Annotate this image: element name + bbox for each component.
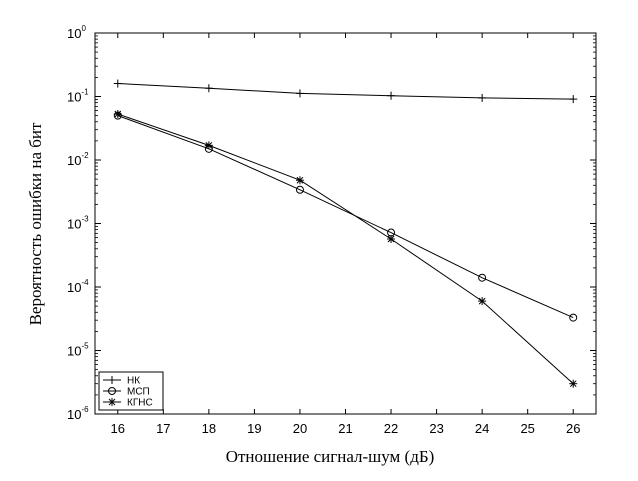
- y-tick-label: 10-3: [67, 215, 89, 232]
- x-tick-label: 25: [520, 421, 534, 436]
- data-point: [569, 95, 578, 104]
- y-tick-label: 10-2: [67, 151, 89, 168]
- y-tick-base: 10: [67, 407, 81, 422]
- y-tick-label: 10-4: [67, 278, 89, 295]
- y-tick-exponent: 0: [81, 24, 86, 33]
- data-point: [478, 93, 487, 102]
- legend-label: НК: [127, 376, 140, 387]
- y-tick-base: 10: [67, 344, 81, 359]
- series-line: [117, 115, 574, 319]
- series-1: [113, 79, 578, 104]
- data-point: [569, 379, 578, 388]
- y-tick-exponent: -2: [81, 151, 89, 160]
- legend-label: МСП: [127, 387, 150, 398]
- x-tick-label: 19: [247, 421, 261, 436]
- y-tick-label: 10-5: [67, 342, 89, 359]
- x-tick-label: 22: [384, 421, 398, 436]
- y-tick-base: 10: [67, 217, 81, 232]
- series-3: [113, 110, 578, 388]
- x-tick-label: 21: [338, 421, 352, 436]
- x-tick-label: 24: [475, 421, 489, 436]
- x-tick-label: 23: [429, 421, 443, 436]
- x-tick-label: 16: [111, 421, 125, 436]
- y-tick-label: 10-1: [67, 88, 89, 105]
- legend-item: МСП: [103, 387, 150, 398]
- x-tick-label: 17: [156, 421, 170, 436]
- y-tick-exponent: -1: [81, 88, 89, 97]
- series-line: [117, 83, 574, 100]
- data-point: [204, 141, 213, 150]
- legend-item: НК: [103, 376, 140, 387]
- data-point: [295, 176, 304, 185]
- y-tick-base: 10: [67, 280, 81, 295]
- y-axis-title: Вероятность ошибки на бит: [26, 122, 45, 325]
- x-tick-label: 18: [202, 421, 216, 436]
- y-tick-exponent: -4: [81, 278, 89, 287]
- x-axis-title: Отношение сигнал-шум (дБ): [226, 447, 435, 466]
- data-point: [295, 89, 304, 98]
- y-tick-label: 10-6: [67, 405, 89, 422]
- data-point: [113, 79, 122, 88]
- legend-label: КГНС: [127, 398, 153, 409]
- y-tick-label: 100: [67, 24, 86, 41]
- y-tick-base: 10: [67, 26, 81, 41]
- series-line: [117, 113, 574, 385]
- data-point: [204, 84, 213, 93]
- y-tick-exponent: -3: [81, 215, 89, 224]
- y-tick-base: 10: [67, 90, 81, 105]
- data-point: [387, 235, 396, 244]
- legend-marker: [108, 398, 116, 406]
- legend-item: КГНС: [103, 398, 153, 409]
- y-tick-base: 10: [67, 153, 81, 168]
- data-point: [478, 273, 487, 282]
- y-tick-exponent: -5: [81, 342, 89, 351]
- x-tick-label: 20: [293, 421, 307, 436]
- data-point: [569, 313, 578, 322]
- data-point: [295, 185, 304, 194]
- plot-area-frame: [94, 32, 597, 415]
- series-layer: [113, 79, 578, 388]
- y-tick-exponent: -6: [81, 405, 89, 414]
- legend-marker: [108, 387, 116, 395]
- legend-marker: [108, 376, 116, 384]
- x-tick-label: 26: [566, 421, 580, 436]
- data-point: [387, 91, 396, 100]
- series-2: [113, 111, 578, 322]
- data-point: [478, 297, 487, 306]
- data-point: [113, 110, 122, 119]
- x-axis: 16 17 18 19 20 21 22 23 24 25 26: [111, 33, 580, 436]
